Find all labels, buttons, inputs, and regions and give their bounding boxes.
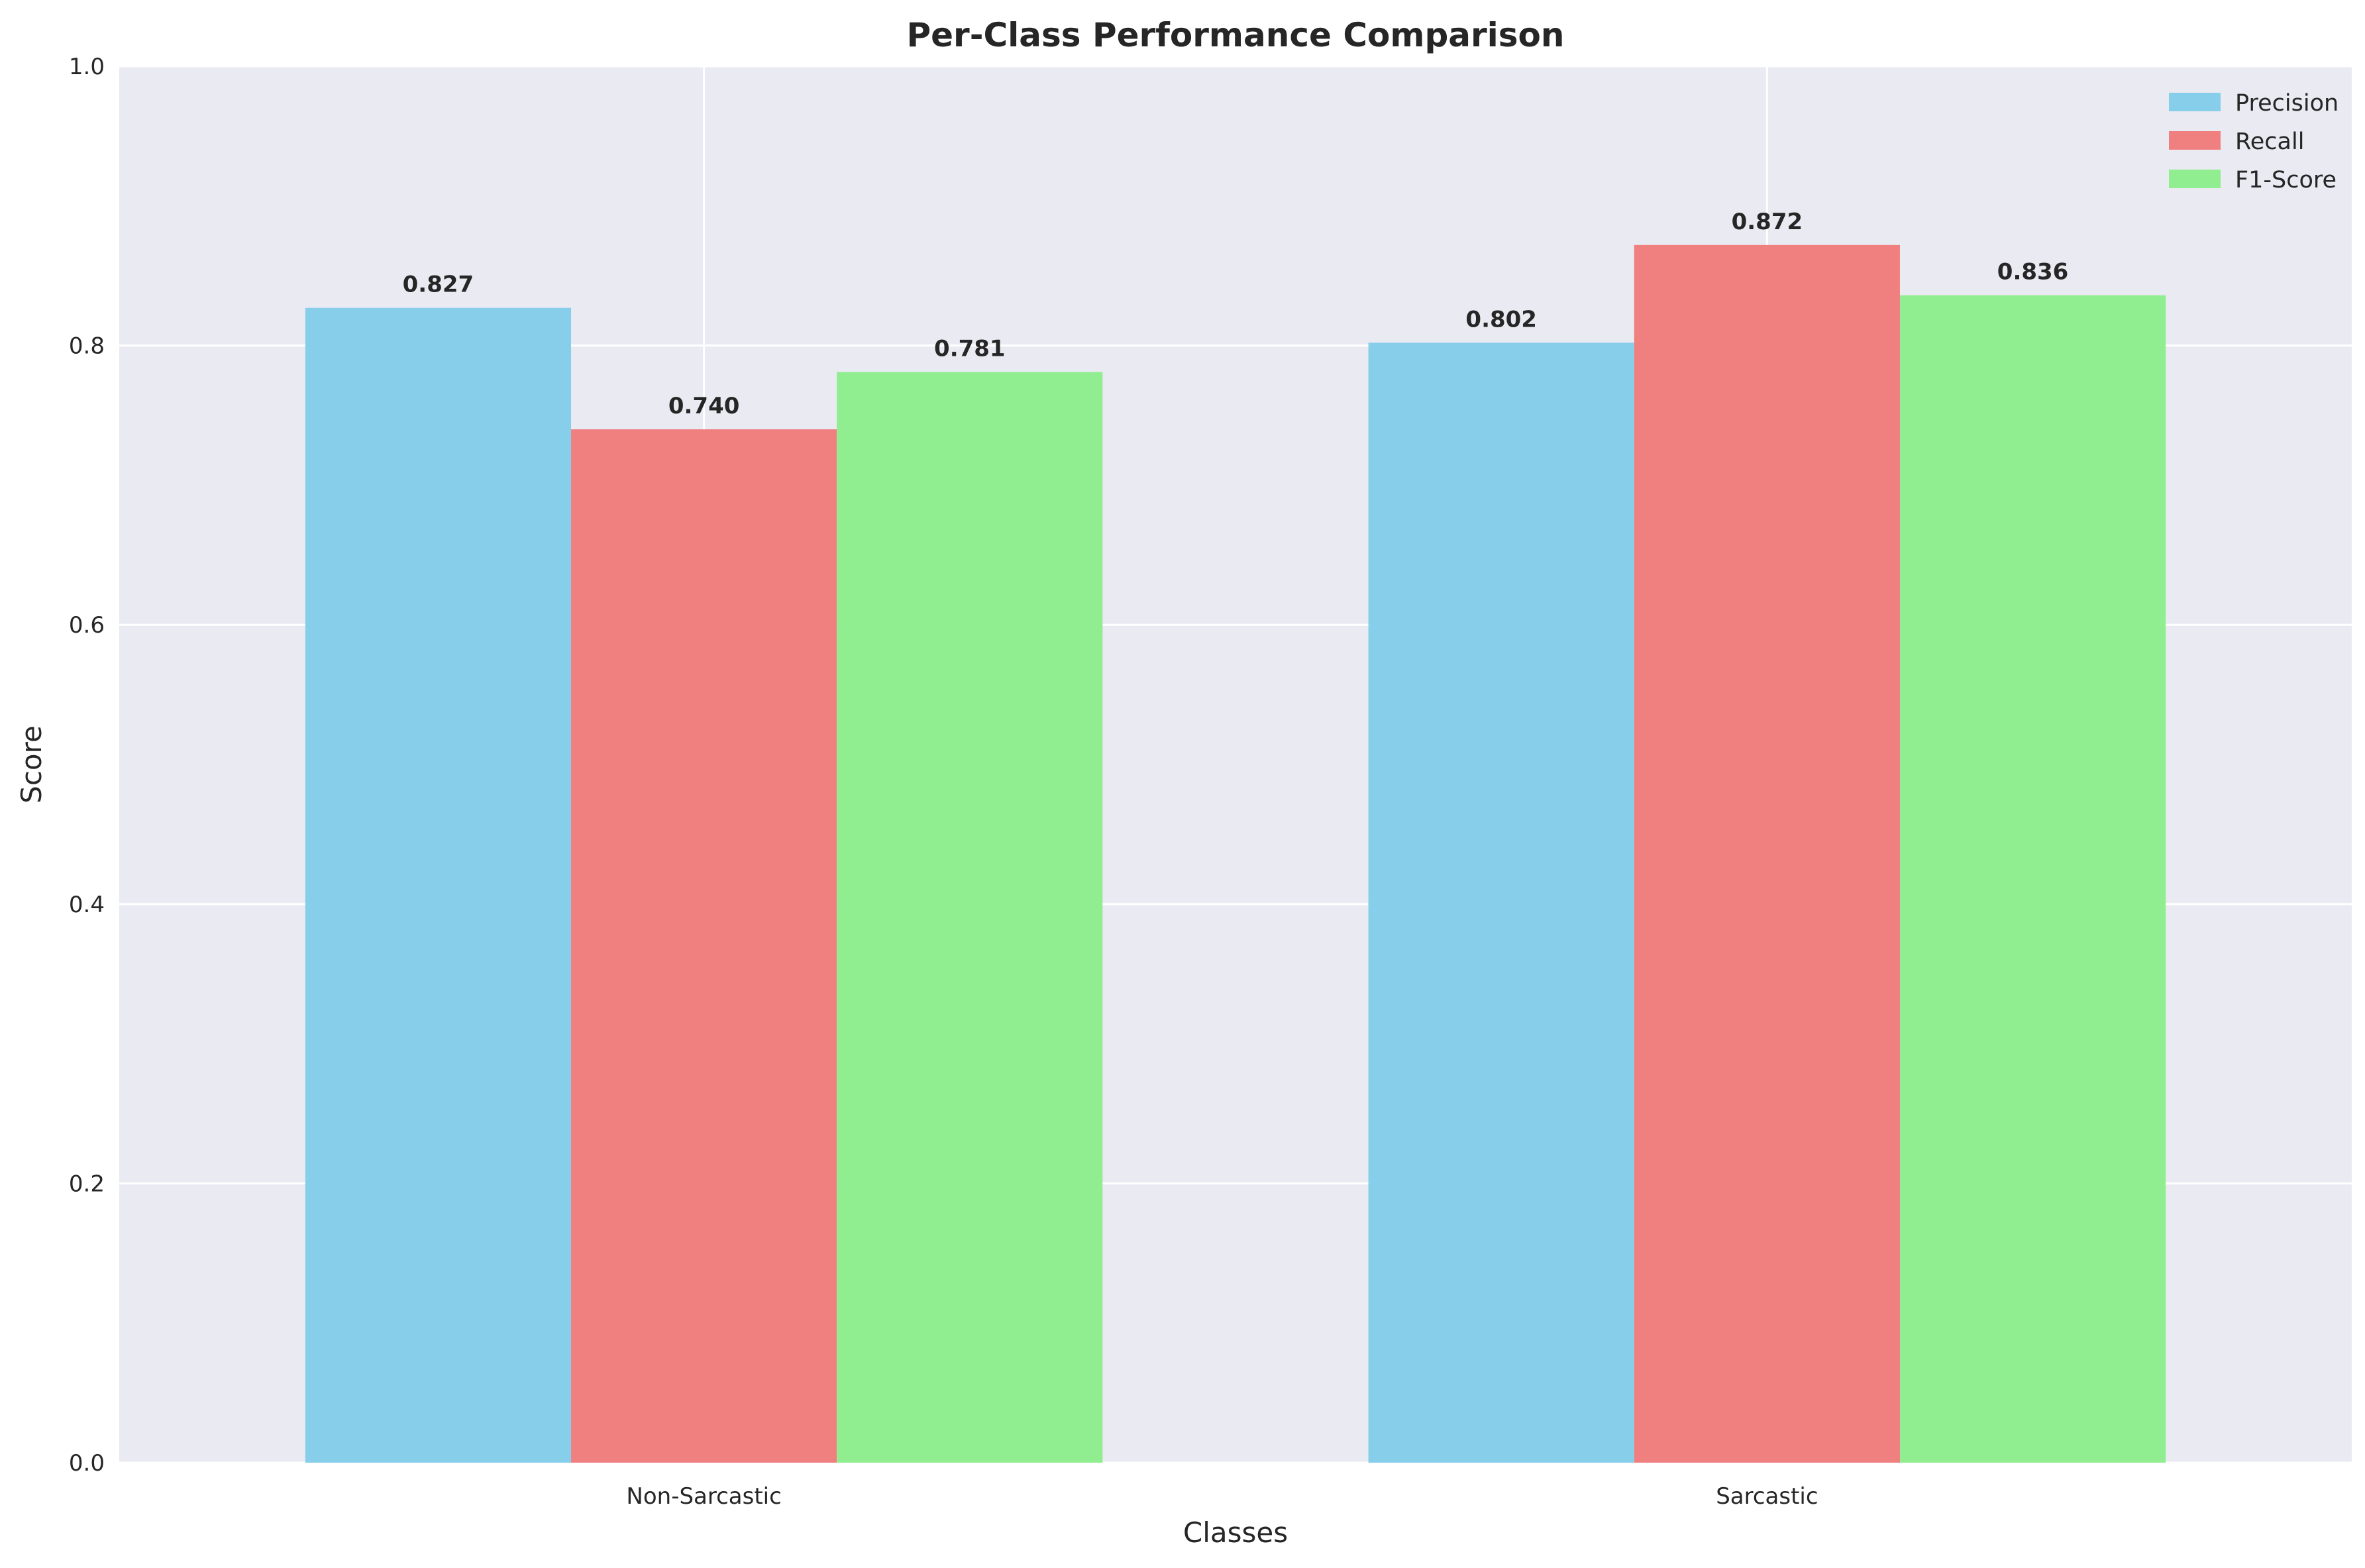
y-tick-label: 0.6 [69, 612, 105, 639]
y-tick-label: 0.2 [69, 1171, 105, 1197]
bar-value-label: 0.740 [668, 393, 740, 419]
bar-precision [1368, 342, 1634, 1463]
y-axis-label: Score [15, 725, 48, 804]
x-tick-label: Sarcastic [1716, 1483, 1818, 1510]
bar-value-label: 0.836 [1997, 259, 2069, 286]
bar-value-label: 0.781 [934, 336, 1006, 362]
legend: Precision Recall F1-Score [2169, 90, 2339, 193]
bar-precision [305, 307, 572, 1463]
bars [305, 244, 2166, 1463]
y-tick-label: 0.8 [69, 333, 105, 360]
y-tick-label: 0.4 [69, 892, 105, 918]
legend-label: F1-Score [2235, 167, 2337, 193]
data-labels: 0.827 0.802 0.740 0.872 0.781 0.836 [403, 209, 2069, 419]
legend-swatch [2169, 93, 2221, 111]
x-axis-ticks: Non-Sarcastic Sarcastic [626, 1483, 1818, 1510]
y-tick-label: 1.0 [69, 54, 105, 80]
bar-f1-score [1899, 295, 2166, 1463]
bar-value-label: 0.802 [1465, 306, 1537, 333]
bar-value-label: 0.827 [403, 272, 474, 298]
bar-recall [571, 429, 837, 1463]
bar-f1-score [837, 372, 1103, 1463]
x-axis-label: Classes [1183, 1516, 1288, 1549]
chart-title: Per-Class Performance Comparison [906, 16, 1564, 54]
x-tick-label: Non-Sarcastic [626, 1483, 781, 1510]
legend-swatch [2169, 131, 2221, 150]
legend-label: Recall [2235, 129, 2304, 155]
legend-label: Precision [2235, 90, 2339, 117]
bar-value-label: 0.872 [1732, 209, 1803, 235]
legend-swatch [2169, 170, 2221, 188]
bar-recall [1634, 244, 1900, 1463]
y-axis-ticks: 0.0 0.2 0.4 0.6 0.8 1.0 [69, 54, 105, 1477]
y-tick-label: 0.0 [69, 1450, 105, 1477]
